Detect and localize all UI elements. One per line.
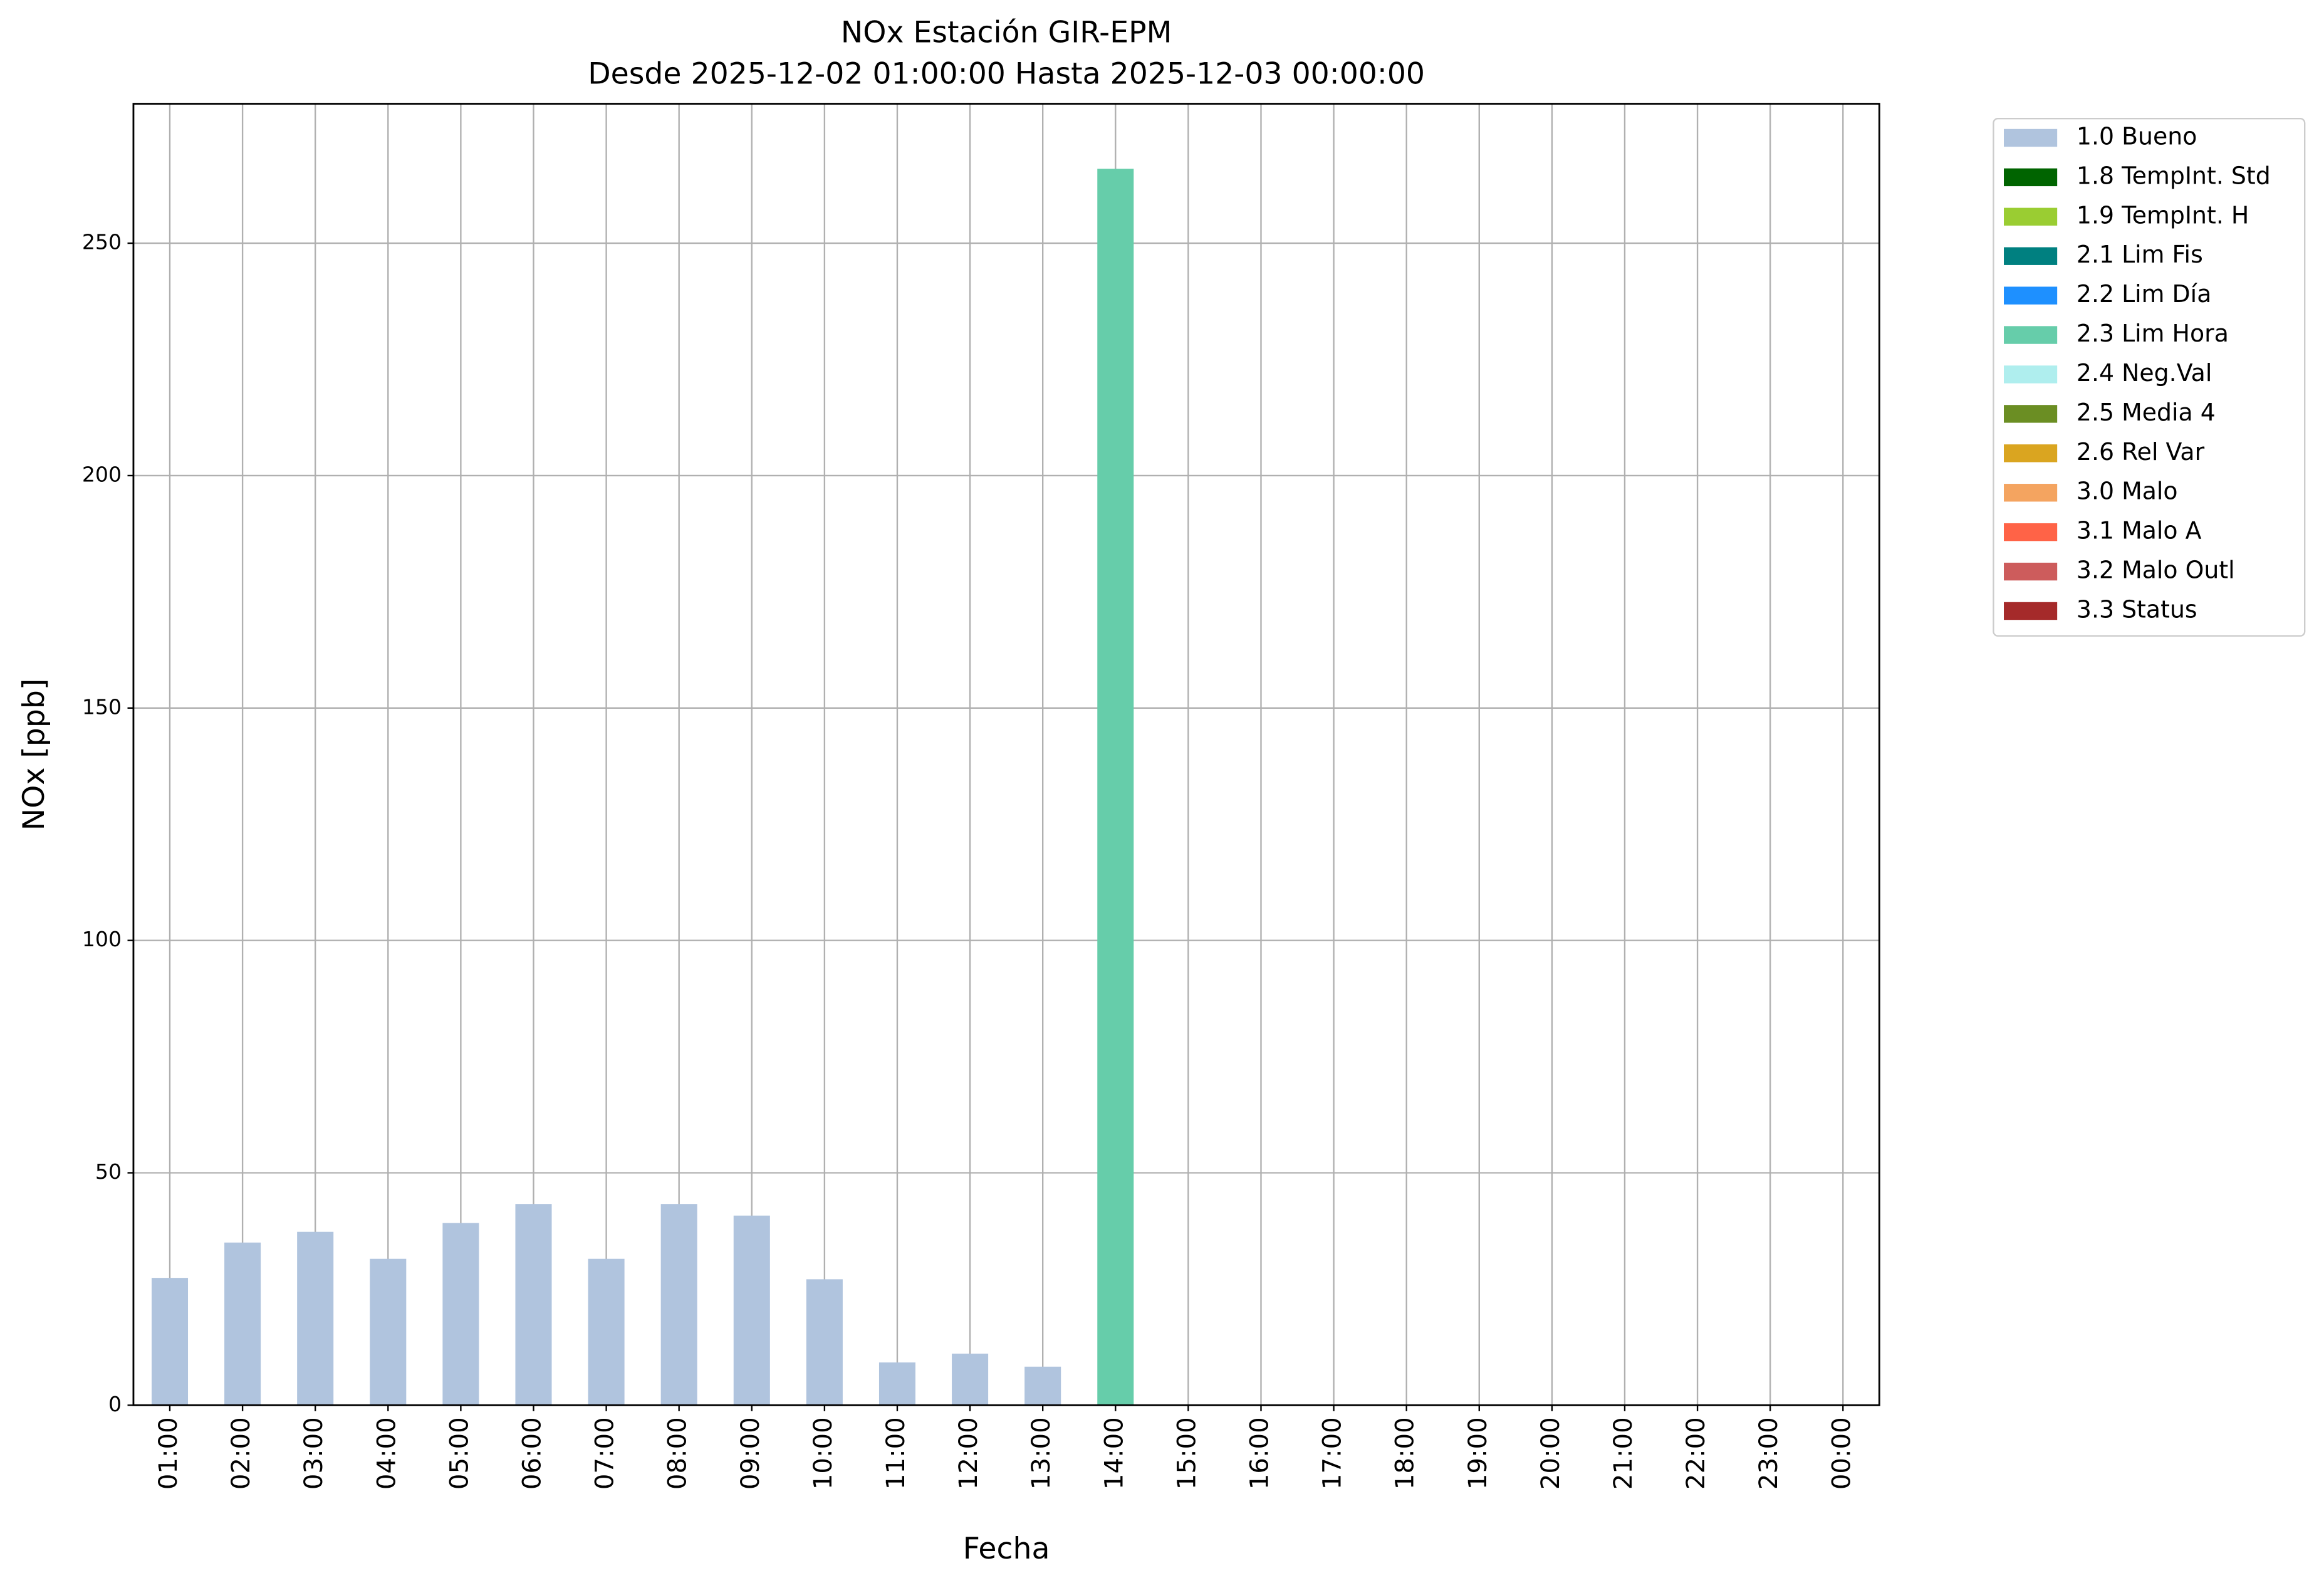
y-tick-label: 0	[108, 1392, 122, 1416]
x-tick-label: 18:00	[1391, 1417, 1420, 1490]
x-tick-label: 08:00	[664, 1417, 692, 1490]
legend: 1.0 Bueno 1.8 TempInt. Std 1.9 TempInt. H 2…	[1993, 118, 2306, 637]
x-tick-label: 16:00	[1245, 1417, 1274, 1490]
x-tick-label: 13:00	[1027, 1417, 1056, 1490]
legend-swatch	[2004, 247, 2058, 265]
chart-subtitle: Desde 2025-12-02 01:00:00 Hasta 2025-12-…	[588, 57, 1425, 91]
x-tick-label: 01:00	[154, 1417, 183, 1490]
bar	[297, 1231, 334, 1406]
legend-swatch	[2004, 365, 2058, 384]
x-tick-label: 21:00	[1609, 1417, 1638, 1490]
legend-swatch	[2004, 168, 2058, 187]
legend-swatch	[2004, 444, 2058, 462]
bar	[224, 1242, 261, 1406]
x-tick-label: 03:00	[300, 1417, 328, 1490]
legend-swatch	[2004, 128, 2058, 147]
x-tick-label: 04:00	[372, 1417, 401, 1490]
grid	[133, 103, 1880, 1406]
bar	[515, 1204, 552, 1406]
plot-frame	[132, 103, 1880, 1406]
bar	[1097, 169, 1134, 1406]
legend-label: 2.6 Rel Var	[2076, 438, 2205, 466]
x-tick-label: 11:00	[882, 1417, 910, 1490]
bar	[1024, 1366, 1061, 1406]
x-tick-label: 20:00	[1536, 1417, 1565, 1490]
y-tick-label: 50	[95, 1159, 122, 1184]
x-tick-label: 07:00	[591, 1417, 620, 1490]
legend-label: 2.1 Lim Fis	[2076, 241, 2203, 268]
bar	[952, 1354, 989, 1406]
x-tick-label: 12:00	[954, 1417, 983, 1490]
legend-swatch	[2004, 562, 2058, 581]
y-axis-label: NOx [ppb]	[17, 679, 51, 831]
x-tick-label: 05:00	[445, 1417, 474, 1490]
x-tick-label: 15:00	[1172, 1417, 1201, 1490]
bars	[151, 169, 1134, 1406]
legend-frame	[1993, 118, 2306, 637]
x-tick-label: 06:00	[518, 1417, 546, 1490]
x-tick-label: 10:00	[809, 1417, 838, 1490]
x-tick-label: 22:00	[1682, 1417, 1711, 1490]
legend-label: 3.3 Status	[2076, 595, 2197, 623]
ticks: 0 50 100 150 200 250 01:00 02:00 03:00 04:00 05:00…	[82, 230, 1856, 1490]
bar	[151, 1278, 189, 1406]
x-axis-label: Fecha	[963, 1532, 1050, 1566]
x-tick-label: 02:00	[227, 1417, 256, 1490]
x-tick-label: 19:00	[1464, 1417, 1493, 1490]
legend-swatch	[2004, 207, 2058, 226]
legend-swatch	[2004, 523, 2058, 541]
legend-label: 3.0 Malo	[2076, 478, 2178, 505]
y-tick-label: 200	[82, 462, 122, 486]
y-tick-label: 100	[82, 927, 122, 951]
legend-label: 2.2 Lim Día	[2076, 280, 2211, 308]
bar	[588, 1258, 625, 1406]
legend-label: 1.8 TempInt. Std	[2076, 162, 2271, 189]
legend-label: 2.5 Media 4	[2076, 399, 2216, 426]
legend-label: 1.0 Bueno	[2076, 122, 2197, 150]
x-tick-label: 09:00	[736, 1417, 765, 1490]
bar	[370, 1258, 407, 1406]
x-tick-label: 23:00	[1754, 1417, 1783, 1490]
bar	[806, 1279, 843, 1406]
legend-swatch	[2004, 286, 2058, 305]
legend-label: 3.2 Malo Outl	[2076, 556, 2235, 584]
y-tick-label: 250	[82, 230, 122, 254]
legend-swatch	[2004, 602, 2058, 620]
legend-swatch	[2004, 484, 2058, 502]
bar	[660, 1204, 697, 1406]
bar	[442, 1223, 479, 1406]
legend-label: 3.1 Malo A	[2076, 517, 2202, 545]
y-tick-label: 150	[82, 694, 122, 719]
legend-label: 2.3 Lim Hora	[2076, 320, 2229, 347]
legend-label: 2.4 Neg.Val	[2076, 359, 2212, 387]
chart-title: NOx Estación GIR-EPM	[841, 15, 1172, 50]
legend-swatch	[2004, 326, 2058, 344]
legend-label: 1.9 TempInt. H	[2076, 201, 2249, 229]
x-tick-label: 14:00	[1100, 1417, 1128, 1490]
bar	[733, 1215, 770, 1406]
legend-swatch	[2004, 405, 2058, 423]
x-tick-label: 17:00	[1318, 1417, 1347, 1490]
x-tick-label: 00:00	[1827, 1417, 1856, 1490]
bar	[878, 1362, 916, 1406]
